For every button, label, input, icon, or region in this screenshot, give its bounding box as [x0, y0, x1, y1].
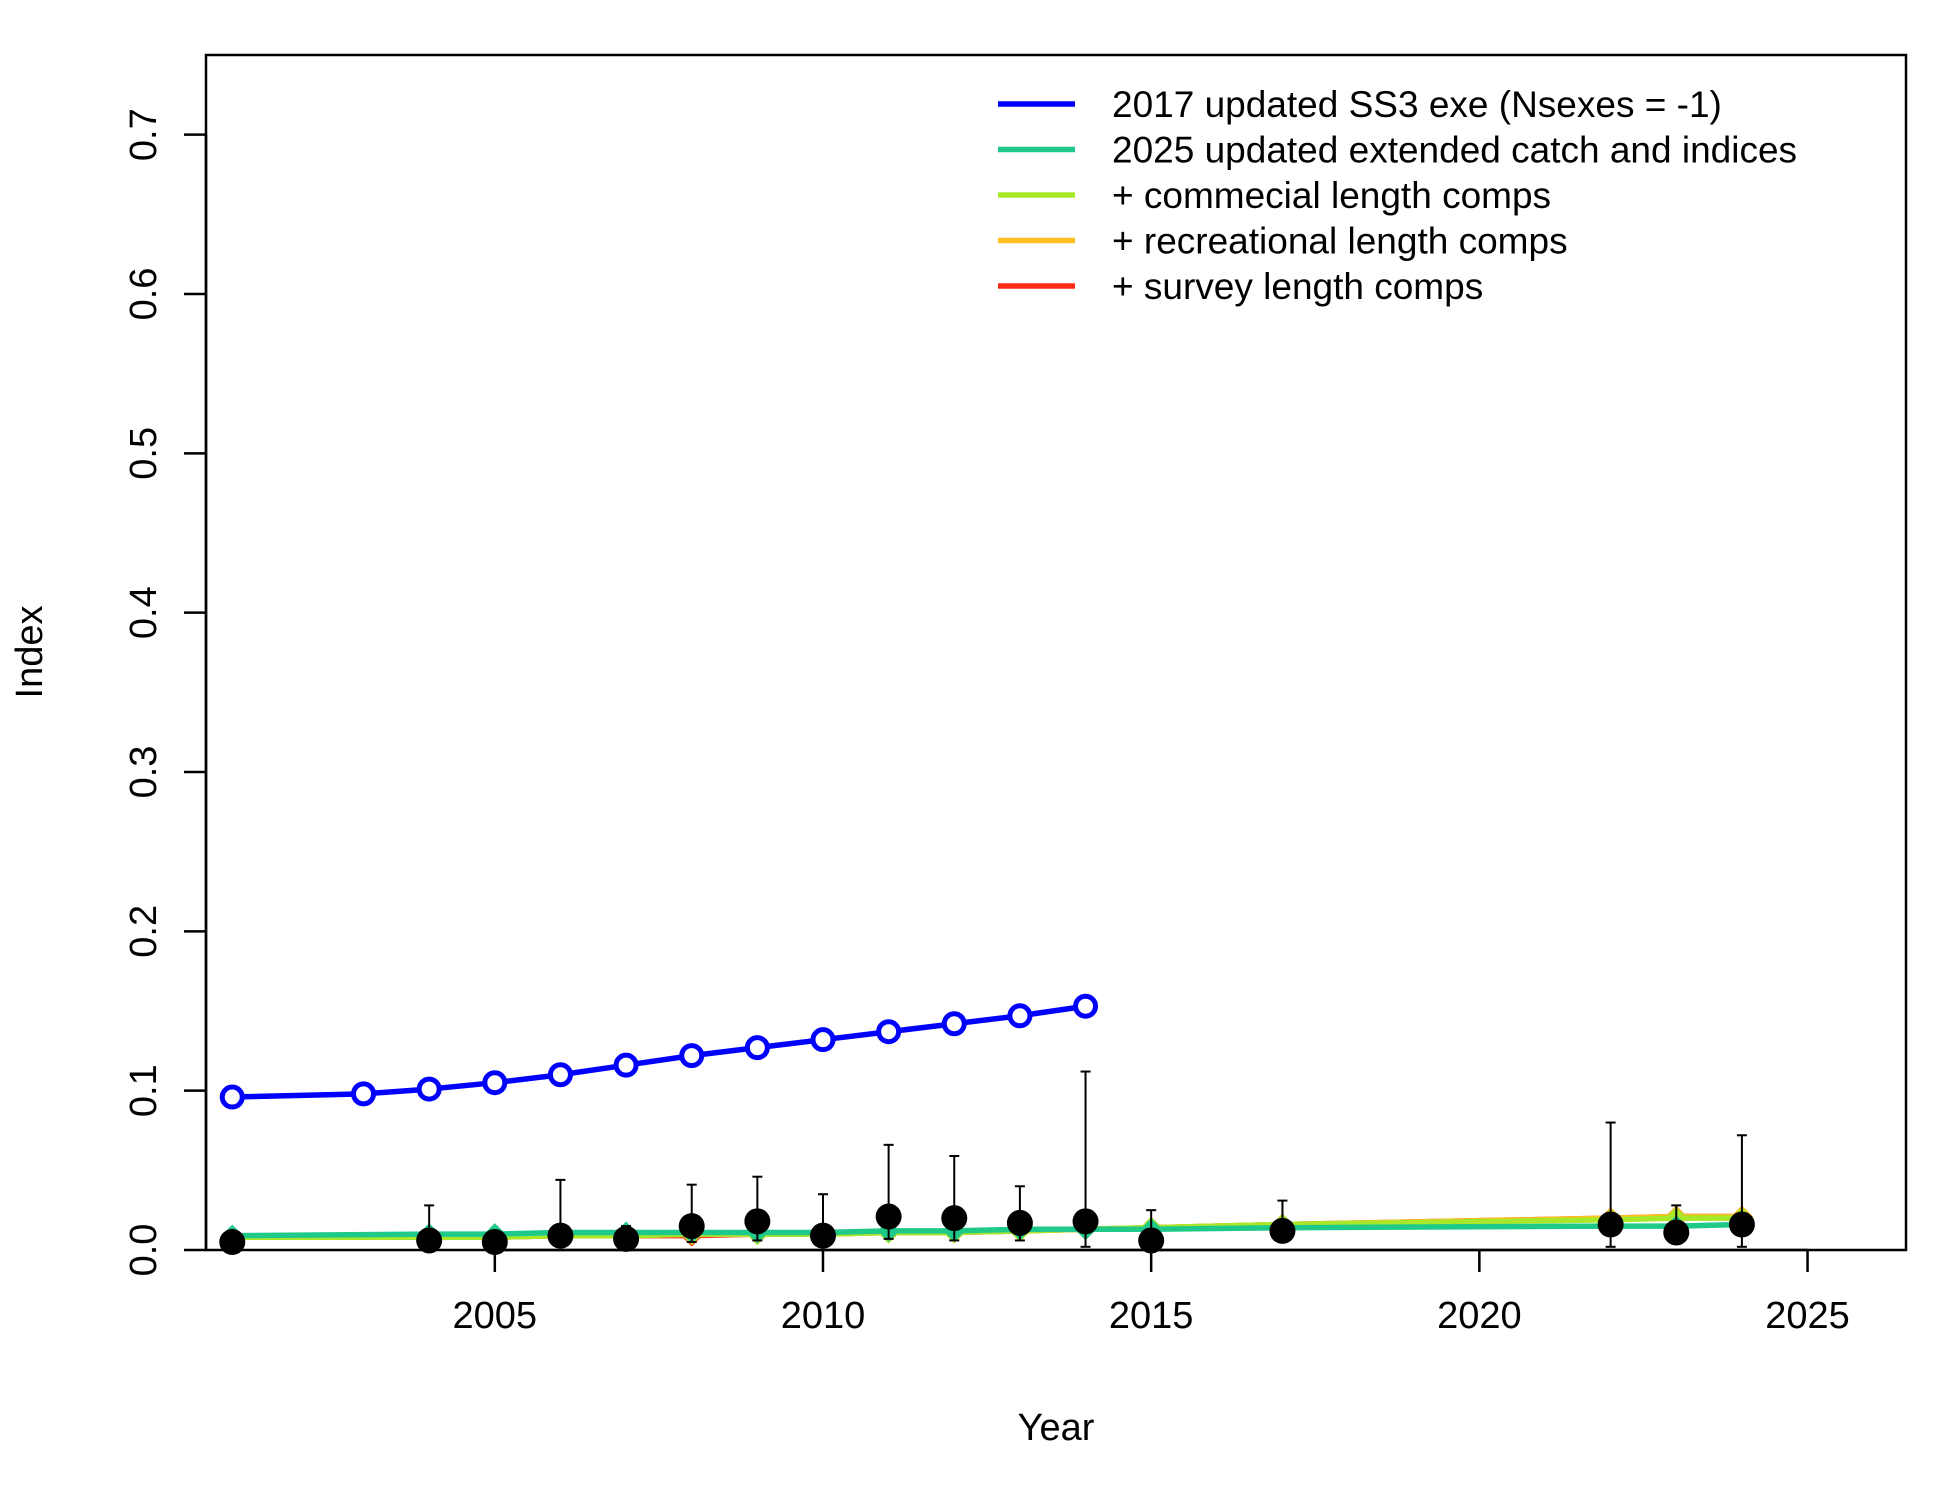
legend-item: 2025 updated extended catch and indices	[998, 130, 1797, 171]
observed-point	[744, 1208, 771, 1235]
series-point	[941, 1011, 967, 1037]
y-tick-label: 0.6	[123, 268, 165, 321]
observed-point-group	[1663, 1204, 1690, 1246]
series-point	[351, 1081, 377, 1107]
observed-point-group	[481, 1229, 508, 1256]
legend-label: 2025 updated extended catch and indices	[1112, 130, 1797, 171]
y-axis: 0.0 0.1 0.2 0.3 0.4 0.5 0.6 0.7	[123, 108, 208, 1277]
y-tick-label: 0.1	[123, 1064, 165, 1117]
observed-point	[416, 1227, 443, 1254]
legend-label: + commecial length comps	[1112, 175, 1551, 216]
observed-layer	[219, 1070, 1755, 1256]
observed-point-group	[1072, 1070, 1099, 1248]
observed-point	[678, 1213, 705, 1240]
x-tick-label: 2020	[1437, 1295, 1522, 1337]
x-axis: 2005 2010 2015 2020 2025	[453, 1248, 1850, 1337]
series-point	[547, 1062, 573, 1088]
series-2017-updated-ss3-exe-nsexes-1	[219, 993, 1099, 1110]
observed-point-group	[809, 1193, 836, 1249]
observed-point	[875, 1203, 902, 1230]
legend-label: + survey length comps	[1112, 266, 1483, 307]
y-tick-label: 0.4	[123, 586, 165, 639]
y-tick-label: 0.2	[123, 905, 165, 958]
observed-point-group	[678, 1183, 705, 1244]
legend-item: 2017 updated SS3 exe (Nsexes = -1)	[998, 84, 1722, 125]
observed-point-group	[547, 1178, 574, 1249]
series-point	[219, 1084, 245, 1110]
series-point	[1007, 1003, 1033, 1029]
observed-point	[1072, 1208, 1099, 1235]
x-tick-label: 2010	[781, 1295, 866, 1337]
series-layer	[219, 993, 1753, 1249]
observed-point-group	[416, 1204, 443, 1254]
series-point	[810, 1027, 836, 1053]
x-tick-label: 2015	[1109, 1295, 1194, 1337]
legend-item: + recreational length comps	[998, 221, 1568, 262]
observed-point-group	[744, 1175, 771, 1242]
observed-point-group	[941, 1154, 968, 1242]
legend: 2017 updated SS3 exe (Nsexes = -1) 2025 u…	[998, 84, 1797, 307]
observed-point-group	[1728, 1134, 1755, 1248]
series-point	[876, 1019, 902, 1045]
observed-point-group	[1597, 1121, 1624, 1248]
observed-point-group	[1138, 1209, 1165, 1254]
observed-point	[1006, 1209, 1033, 1236]
series-point	[679, 1043, 705, 1069]
series-point	[416, 1076, 442, 1102]
observed-point	[1269, 1217, 1296, 1244]
observed-point	[1728, 1211, 1755, 1238]
observed-point-group	[613, 1225, 640, 1252]
observed-point-group	[1269, 1199, 1296, 1244]
observed-point	[941, 1205, 968, 1232]
y-tick-label: 0.3	[123, 746, 165, 799]
legend-label: 2017 updated SS3 exe (Nsexes = -1)	[1112, 84, 1722, 125]
observed-point	[1597, 1211, 1624, 1238]
observed-point-group	[875, 1143, 902, 1240]
observed-point	[481, 1229, 508, 1256]
series-point	[482, 1070, 508, 1096]
y-tick-label: 0.5	[123, 427, 165, 480]
y-tick-label: 0.0	[123, 1224, 165, 1277]
observed-point-group	[219, 1229, 246, 1256]
observed-point	[219, 1229, 246, 1256]
series-point	[744, 1035, 770, 1061]
x-tick-label: 2005	[453, 1295, 538, 1337]
legend-item: + commecial length comps	[998, 175, 1551, 216]
observed-point	[1663, 1219, 1690, 1246]
y-axis-title: Index	[9, 606, 51, 699]
series-point	[613, 1052, 639, 1078]
observed-point	[809, 1222, 836, 1249]
observed-point	[1138, 1227, 1165, 1254]
legend-label: + recreational length comps	[1112, 221, 1568, 262]
series-point	[1073, 993, 1099, 1019]
observed-point-group	[1006, 1185, 1033, 1242]
legend-item: + survey length comps	[998, 266, 1483, 307]
observed-point	[613, 1225, 640, 1252]
x-tick-label: 2025	[1765, 1295, 1850, 1337]
observed-point	[547, 1222, 574, 1249]
x-axis-title: Year	[1018, 1407, 1095, 1449]
y-tick-label: 0.7	[123, 108, 165, 161]
